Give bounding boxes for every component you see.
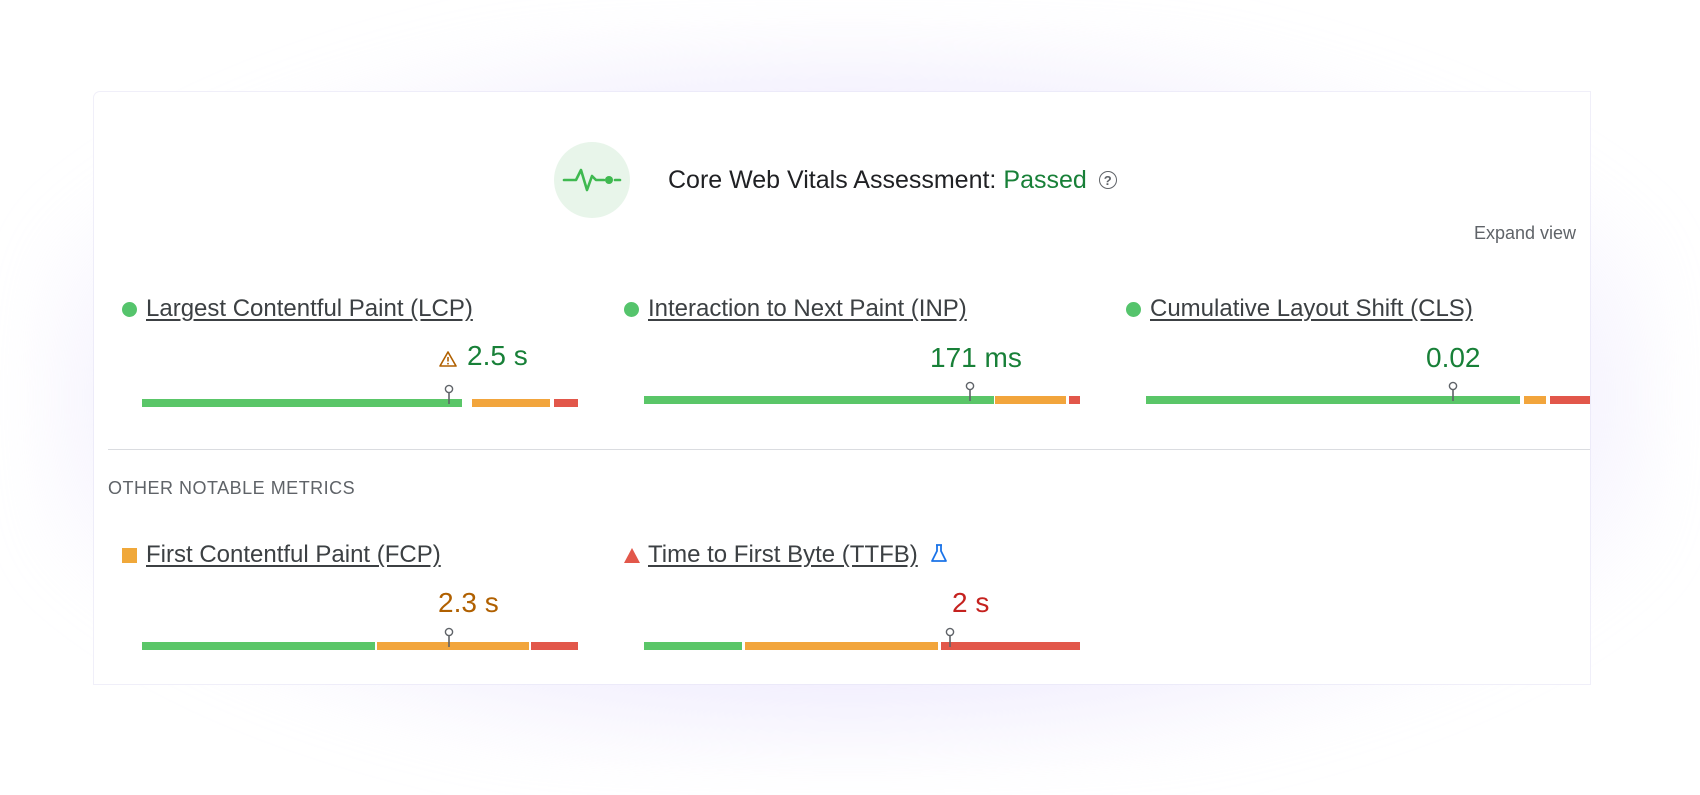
good-status-dot-icon bbox=[122, 301, 137, 317]
heartbeat-icon bbox=[554, 142, 630, 218]
metric-inp-marker-pin bbox=[965, 381, 975, 401]
metric-lcp: Largest Contentful Paint (LCP) 2.5 s bbox=[122, 294, 578, 407]
assessment-header: Core Web Vitals Assessment: Passed ? bbox=[554, 142, 1117, 218]
flask-icon bbox=[930, 543, 948, 568]
needs-improvement-square-icon bbox=[122, 547, 137, 563]
metric-lcp-link[interactable]: Largest Contentful Paint (LCP) bbox=[146, 295, 473, 322]
metric-lcp-value: 2.5 s bbox=[439, 340, 528, 374]
metric-fcp-marker-pin bbox=[444, 627, 454, 647]
poor-status-triangle-icon bbox=[624, 547, 640, 563]
metric-ttfb-distribution-bar bbox=[644, 642, 1080, 650]
assessment-status: Passed bbox=[1003, 165, 1087, 194]
metric-inp-link[interactable]: Interaction to Next Paint (INP) bbox=[648, 295, 967, 322]
metric-fcp-value: 2.3 s bbox=[438, 587, 499, 618]
expand-view-button[interactable]: Expand view bbox=[1473, 223, 1576, 243]
warning-icon bbox=[439, 342, 457, 374]
metric-cls: Cumulative Layout Shift (CLS) 0.02 bbox=[1126, 294, 1590, 404]
good-status-dot-icon bbox=[1126, 301, 1141, 317]
metric-cls-marker-pin bbox=[1448, 381, 1458, 401]
metric-cls-link[interactable]: Cumulative Layout Shift (CLS) bbox=[1150, 295, 1473, 322]
assessment-label: Core Web Vitals Assessment: bbox=[668, 165, 997, 194]
good-status-dot-icon bbox=[624, 301, 639, 317]
metric-cls-distribution-bar bbox=[1146, 396, 1590, 404]
other-metrics-heading: OTHER NOTABLE METRICS bbox=[108, 478, 356, 498]
metric-inp-value: 171 ms bbox=[930, 342, 1022, 373]
section-divider bbox=[108, 449, 1590, 450]
metric-ttfb-value: 2 s bbox=[952, 587, 990, 618]
cwv-card: Core Web Vitals Assessment: Passed ? Exp… bbox=[94, 92, 1590, 684]
metric-cls-value: 0.02 bbox=[1426, 342, 1481, 373]
assessment-title: Core Web Vitals Assessment: Passed ? bbox=[668, 166, 1117, 195]
help-icon[interactable]: ? bbox=[1098, 171, 1117, 189]
metric-fcp-distribution-bar bbox=[142, 642, 578, 650]
metric-fcp: First Contentful Paint (FCP) 2.3 s bbox=[122, 540, 578, 650]
metric-fcp-link[interactable]: First Contentful Paint (FCP) bbox=[146, 541, 441, 568]
metric-ttfb-link[interactable]: Time to First Byte (TTFB) bbox=[648, 541, 918, 568]
metric-ttfb-marker-pin bbox=[945, 627, 955, 647]
metric-ttfb: Time to First Byte (TTFB) 2 s bbox=[624, 540, 1080, 650]
metric-inp: Interaction to Next Paint (INP) 171 ms bbox=[624, 294, 1080, 404]
metric-lcp-value-text: 2.5 s bbox=[467, 340, 528, 371]
metric-lcp-distribution-bar bbox=[142, 399, 578, 407]
metric-inp-distribution-bar bbox=[644, 396, 1080, 404]
metric-lcp-marker-pin bbox=[444, 384, 454, 404]
